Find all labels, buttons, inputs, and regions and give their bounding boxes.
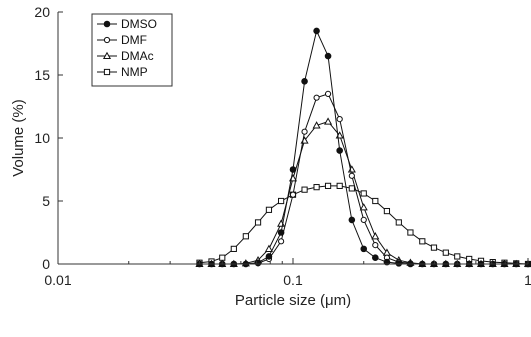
legend-label: DMSO: [121, 17, 157, 31]
data-point-dmso: [395, 260, 403, 267]
data-point-dmf: [336, 116, 343, 123]
legend-marker: [103, 36, 111, 44]
data-point-dmso: [277, 229, 285, 236]
data-point-dmf: [360, 216, 367, 223]
data-point-nmp: [419, 238, 426, 245]
data-point-dmf: [278, 238, 285, 245]
data-point-dmso: [265, 253, 273, 260]
data-point-nmp: [442, 249, 449, 256]
data-point-dmf: [301, 128, 308, 135]
legend-marker: [103, 68, 111, 76]
data-point-nmp: [301, 186, 308, 193]
legend-label: DMF: [121, 33, 147, 47]
data-point-nmp: [430, 244, 438, 251]
y-tick-label: 15: [34, 67, 50, 83]
ticks: 0 5 10 15 20 0.01 0.1 1: [34, 4, 531, 288]
data-point-nmp: [265, 206, 273, 213]
data-point-dmf: [289, 191, 297, 198]
y-tick-label: 0: [42, 256, 50, 272]
data-point-dmac: [324, 117, 333, 125]
x-axis-title: Particle size (μm): [235, 292, 351, 309]
y-tick-label: 10: [34, 130, 50, 146]
data-point-dmso: [301, 78, 308, 85]
data-point-nmp: [336, 182, 343, 189]
data-point-dmf: [348, 172, 355, 179]
data-point-dmf: [313, 94, 320, 101]
data-point-nmp: [360, 190, 367, 197]
y-tick-label: 5: [42, 193, 50, 209]
legend-marker: [103, 20, 111, 28]
legend-item-dmso: DMSO: [97, 17, 157, 31]
data-point-dmac: [371, 232, 380, 240]
data-point-dmso: [324, 52, 332, 60]
y-tick-label: 20: [34, 4, 50, 20]
data-point-nmp: [324, 182, 332, 189]
data-point-nmp: [407, 229, 414, 236]
data-point-dmac: [264, 244, 273, 252]
data-point-dmf: [372, 242, 379, 249]
legend-item-dmac: DMAc: [97, 49, 154, 63]
data-point-dmac: [312, 121, 321, 129]
data-point-dmso: [372, 254, 379, 262]
data-point-nmp: [242, 233, 249, 240]
data-point-dmf: [324, 90, 332, 98]
data-point-nmp: [313, 184, 320, 191]
series-line-nmp: [199, 185, 529, 265]
legend-item-nmp: NMP: [97, 65, 148, 79]
legend-label: DMAc: [121, 49, 154, 63]
data-point-dmso: [289, 166, 297, 173]
data-point-nmp: [219, 254, 226, 261]
legend-item-dmf: DMF: [97, 33, 147, 47]
data-point-dmso: [348, 216, 356, 224]
legend-label: NMP: [121, 65, 148, 79]
x-tick-label: 0.01: [44, 272, 71, 288]
data-point-nmp: [383, 207, 391, 215]
data-point-dmso: [336, 147, 343, 154]
x-tick-label: 1: [524, 272, 531, 288]
series-dmso: [196, 27, 531, 268]
plot-area: [195, 27, 531, 268]
data-point-nmp: [372, 197, 379, 205]
data-point-nmp: [230, 245, 237, 252]
data-point-nmp: [454, 253, 461, 260]
data-point-nmp: [395, 219, 402, 226]
data-point-nmp: [254, 219, 262, 226]
legend: DMSO DMF DMAc NMP: [91, 13, 173, 87]
series-nmp: [196, 182, 531, 268]
series-dmf: [196, 90, 531, 268]
data-point-dmso: [313, 27, 320, 35]
data-point-nmp: [348, 185, 355, 192]
series-line-dmso: [199, 29, 528, 265]
data-point-dmac: [359, 203, 368, 211]
data-point-nmp: [278, 197, 285, 205]
data-point-dmso: [360, 245, 368, 253]
data-point-dmso: [254, 259, 262, 267]
y-axis-title: Volume (%): [10, 99, 27, 177]
x-tick-label: 0.1: [283, 272, 303, 288]
legend-marker: [102, 51, 112, 60]
